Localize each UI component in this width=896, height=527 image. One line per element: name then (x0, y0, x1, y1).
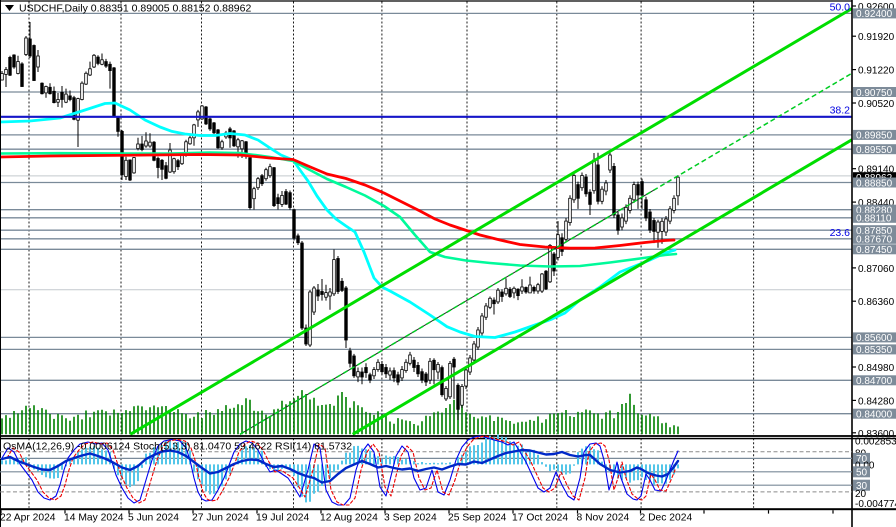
svg-text:14 May 2024: 14 May 2024 (64, 513, 124, 524)
svg-text:17 Oct 2024: 17 Oct 2024 (512, 513, 568, 524)
svg-text:20: 20 (855, 489, 867, 500)
svg-text:0.84280: 0.84280 (858, 396, 895, 407)
svg-text:0.88850: 0.88850 (856, 178, 893, 189)
svg-text:0.92400: 0.92400 (856, 9, 893, 20)
svg-text:12 Aug 2024: 12 Aug 2024 (320, 513, 378, 524)
svg-text:0.84700: 0.84700 (856, 376, 893, 387)
svg-text:0.91920: 0.91920 (858, 32, 895, 43)
svg-text:0.87060: 0.87060 (858, 264, 895, 275)
svg-text:0.88110: 0.88110 (856, 214, 892, 225)
svg-text:0.89140: 0.89140 (858, 165, 895, 176)
svg-text:0.85600: 0.85600 (856, 333, 893, 344)
svg-text:0.90750: 0.90750 (856, 88, 893, 99)
svg-text:30: 30 (856, 481, 868, 492)
svg-text:0.87450: 0.87450 (856, 245, 893, 256)
svg-text:19 Jul 2024: 19 Jul 2024 (256, 513, 310, 524)
svg-text:-0.0047741: -0.0047741 (855, 499, 896, 510)
svg-text:3 Sep 2024: 3 Sep 2024 (384, 513, 437, 524)
svg-text:2 Dec 2024: 2 Dec 2024 (640, 513, 693, 524)
svg-text:0.88280: 0.88280 (856, 206, 893, 217)
svg-text:0.89550: 0.89550 (856, 145, 893, 156)
svg-text:USDCHF,Daily 0.88351 0.89005: USDCHF,Daily 0.88351 0.89005 0.88152 0.8… (19, 3, 251, 15)
svg-text:5 Jun 2024: 5 Jun 2024 (128, 513, 179, 524)
svg-text:0.84980: 0.84980 (858, 363, 895, 374)
svg-text:0.0028532: 0.0028532 (855, 437, 896, 448)
svg-text:0.84000: 0.84000 (856, 410, 893, 421)
svg-text:50: 50 (856, 468, 868, 479)
svg-text:70: 70 (856, 454, 868, 465)
svg-text:50.0: 50.0 (830, 2, 851, 14)
svg-text:0.91220: 0.91220 (858, 66, 895, 77)
svg-text:0.86360: 0.86360 (858, 297, 895, 308)
svg-text:0.88440: 0.88440 (858, 198, 895, 209)
svg-text:27 Jun 2024: 27 Jun 2024 (192, 513, 249, 524)
svg-text:0.87850: 0.87850 (856, 226, 893, 237)
svg-text:0.89850: 0.89850 (856, 131, 893, 142)
svg-text:0.87670: 0.87670 (856, 235, 893, 246)
svg-text:0.85350: 0.85350 (856, 345, 893, 356)
svg-text:22 Apr 2024: 22 Apr 2024 (0, 513, 56, 524)
svg-text:8 Nov 2024: 8 Nov 2024 (577, 513, 630, 524)
svg-text:38.2: 38.2 (830, 105, 851, 117)
svg-text:25 Sep 2024: 25 Sep 2024 (448, 513, 507, 524)
svg-text:0.92600: 0.92600 (858, 2, 895, 13)
svg-text:23.6: 23.6 (830, 227, 851, 239)
svg-text:0.00: 0.00 (855, 460, 875, 471)
svg-text:0.90520: 0.90520 (858, 99, 895, 110)
svg-text:0.83600: 0.83600 (858, 429, 895, 440)
svg-text:OsMA(12,26,9) -0.0006124 Stoc: OsMA(12,26,9) -0.0006124 Stoch(5,3,3) 81… (3, 440, 352, 452)
